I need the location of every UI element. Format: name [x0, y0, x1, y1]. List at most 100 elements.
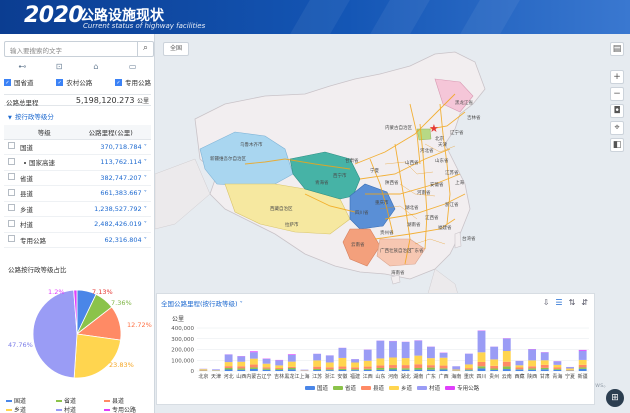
- table-row[interactable]: 乡道 1,238,527.792 ˅: [4, 201, 151, 217]
- bar-segment[interactable]: [237, 369, 246, 371]
- bar-segment[interactable]: [553, 361, 562, 365]
- pie-slice[interactable]: [73, 333, 122, 379]
- bar-segment[interactable]: [515, 367, 524, 370]
- bar-segment[interactable]: [477, 352, 486, 362]
- bar-segment[interactable]: [249, 364, 258, 368]
- bar-segment[interactable]: [439, 357, 448, 366]
- bar-segment[interactable]: [540, 369, 549, 371]
- section-toggle[interactable]: ▼ 按行政等级分: [8, 113, 54, 121]
- zoom-out-icon[interactable]: −: [610, 87, 624, 101]
- bar-segment[interactable]: [578, 359, 587, 365]
- bar-segment[interactable]: [566, 367, 574, 369]
- bar-segment[interactable]: [376, 365, 385, 368]
- bar-segment[interactable]: [351, 367, 359, 370]
- bar-segment[interactable]: [452, 366, 461, 370]
- bar-segment[interactable]: [490, 365, 499, 369]
- bar-segment[interactable]: [464, 368, 473, 370]
- bar-segment[interactable]: [389, 369, 397, 371]
- bar-segment[interactable]: [553, 369, 562, 371]
- search-box[interactable]: 输入要搜索的文字 ⌕: [4, 41, 154, 57]
- region-yunnan[interactable]: [342, 228, 381, 267]
- bar-segment[interactable]: [313, 370, 322, 371]
- bar-segment[interactable]: [452, 369, 461, 371]
- bar-segment[interactable]: [275, 368, 284, 370]
- bar-segment[interactable]: [338, 369, 347, 371]
- bar-segment[interactable]: [414, 340, 423, 356]
- bar-segment[interactable]: [427, 367, 435, 370]
- bar-segment[interactable]: [528, 368, 537, 370]
- filter-national-provincial[interactable]: ✓ 国省道: [4, 78, 34, 87]
- bar-segment[interactable]: [363, 349, 372, 361]
- bar-chart-title[interactable]: 全国公路里程(按行政等级) ˅: [161, 300, 243, 308]
- legend-item[interactable]: 县道: [104, 396, 124, 405]
- bar-segment[interactable]: [401, 341, 410, 359]
- split-icon[interactable]: ◧: [610, 138, 624, 152]
- export-icon[interactable]: ⇩: [542, 298, 550, 307]
- bar-segment[interactable]: [262, 369, 271, 371]
- bar-segment[interactable]: [528, 349, 537, 361]
- checkbox-checked-icon[interactable]: ✓: [56, 78, 64, 86]
- legend-item[interactable]: 村道: [417, 384, 440, 392]
- region-taiwan[interactable]: [454, 231, 462, 249]
- bar-segment[interactable]: [287, 354, 296, 355]
- bar-segment[interactable]: [528, 360, 537, 367]
- bar-segment[interactable]: [363, 360, 372, 367]
- bar-segment[interactable]: [212, 369, 220, 371]
- table-row[interactable]: 专用公路 62,316.804 ˅: [4, 232, 151, 248]
- bar-segment[interactable]: [351, 359, 359, 363]
- bar-segment[interactable]: [490, 359, 499, 366]
- bar-segment[interactable]: [224, 362, 233, 367]
- layers-icon[interactable]: ▤: [610, 42, 624, 56]
- bar-segment[interactable]: [464, 364, 473, 369]
- row-checkbox[interactable]: [7, 235, 15, 243]
- bar-segment[interactable]: [439, 352, 448, 358]
- row-checkbox[interactable]: [7, 142, 15, 150]
- row-checkbox[interactable]: [7, 157, 15, 165]
- bar-segment[interactable]: [313, 360, 322, 367]
- bar-segment[interactable]: [515, 361, 524, 366]
- bar-segment[interactable]: [237, 368, 246, 370]
- bar-segment[interactable]: [553, 364, 562, 368]
- bar-segment[interactable]: [363, 369, 372, 371]
- bar-segment[interactable]: [224, 367, 233, 370]
- bar-segment[interactable]: [249, 367, 258, 369]
- bar-segment[interactable]: [249, 368, 258, 371]
- sort-asc-icon[interactable]: ⇅: [568, 298, 576, 307]
- table-row[interactable]: 县道 661,383.667 ˅: [4, 185, 151, 202]
- bar-segment[interactable]: [477, 366, 486, 369]
- bar-segment[interactable]: [414, 367, 423, 370]
- bar-segment[interactable]: [427, 365, 435, 368]
- table-row[interactable]: 国家高速 113,762.114 ˅: [4, 154, 151, 171]
- table-row[interactable]: 国道 370,718.784 ˅: [4, 139, 151, 155]
- camera-icon[interactable]: ◘: [610, 104, 624, 118]
- bar-segment[interactable]: [351, 369, 359, 371]
- bar-segment[interactable]: [464, 369, 473, 371]
- bar-segment[interactable]: [376, 369, 385, 371]
- bar-segment[interactable]: [224, 366, 233, 368]
- bar-segment[interactable]: [439, 369, 448, 371]
- bar-segment[interactable]: [540, 364, 549, 368]
- legend-item[interactable]: 专用公路: [104, 405, 136, 413]
- search-input[interactable]: 输入要搜索的文字: [10, 47, 62, 55]
- bar-segment[interactable]: [389, 365, 397, 368]
- bar-segment[interactable]: [262, 363, 271, 368]
- bar-segment[interactable]: [401, 368, 410, 370]
- legend-item[interactable]: 乡道: [6, 405, 26, 413]
- bar-segment[interactable]: [502, 361, 511, 367]
- bar-segment[interactable]: [275, 365, 284, 368]
- bar-segment[interactable]: [313, 369, 322, 371]
- table-row[interactable]: 村道 2,482,426.019 ˅: [4, 216, 151, 233]
- bar-segment[interactable]: [313, 366, 322, 370]
- bar-segment[interactable]: [338, 357, 347, 367]
- bar-segment[interactable]: [578, 368, 587, 371]
- row-checkbox[interactable]: [7, 173, 15, 181]
- bar-segment[interactable]: [313, 353, 322, 361]
- bar-segment[interactable]: [287, 366, 296, 368]
- bar-segment[interactable]: [528, 369, 537, 371]
- bar-segment[interactable]: [224, 369, 233, 371]
- bar-segment[interactable]: [325, 367, 334, 370]
- bar-segment[interactable]: [477, 368, 486, 371]
- bar-segment[interactable]: [464, 370, 473, 371]
- legend-item[interactable]: 国道: [6, 396, 26, 405]
- checkbox-checked-icon[interactable]: ✓: [115, 78, 122, 86]
